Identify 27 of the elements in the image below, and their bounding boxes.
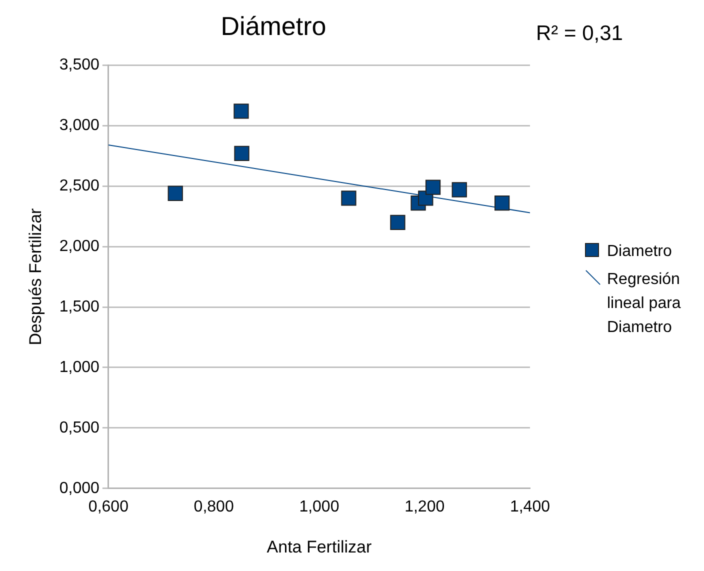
point [494,195,510,211]
point [452,182,467,198]
x-tick-label: 1,400 [510,498,550,516]
point [168,186,183,201]
x-tick-label: 1,000 [299,498,340,516]
x-tick-label: 0,800 [194,498,234,516]
y-tick-label: 1,500 [59,298,100,316]
legend-label: Diametro [607,242,672,262]
y-tick-label: 0,500 [59,419,100,436]
point [234,146,250,162]
y-tick-label: 2,500 [59,178,100,195]
y-tick-label: 1,000 [59,358,100,376]
chart-title: Diámetro [220,10,326,41]
x-tick-label: 1,200 [404,498,445,516]
text: R² = 0,31 [536,22,623,46]
point [341,190,356,206]
point [390,214,406,230]
y-tick-label: 3,000 [59,117,100,134]
y-tick-label: 2,000 [59,238,100,255]
y-tick-label: 0,000 [59,480,100,497]
y-tick-label: 3,500 [59,56,100,74]
point [234,104,249,119]
x-tick-label: 0,600 [88,498,129,516]
x-axis-title: Anta Fertilizar [266,537,372,556]
point [425,180,441,195]
legend-label: Regresión lineal para Diametro [607,270,682,338]
y-axis-title: Después Fertilizar [26,208,45,346]
